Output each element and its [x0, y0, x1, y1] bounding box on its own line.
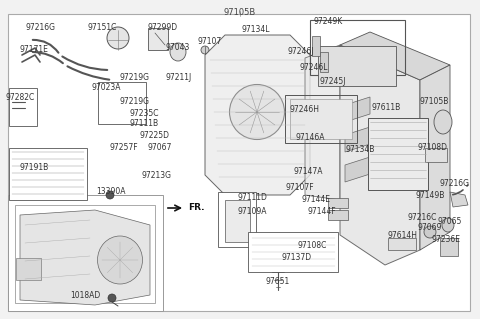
Text: 97216G: 97216G: [26, 23, 56, 32]
Ellipse shape: [201, 46, 209, 54]
Bar: [328, 198, 348, 208]
Ellipse shape: [97, 236, 143, 284]
Ellipse shape: [107, 27, 129, 49]
Circle shape: [106, 191, 114, 199]
Polygon shape: [420, 65, 450, 250]
Bar: [225, 200, 250, 242]
Bar: [320, 52, 328, 72]
Text: 97246L: 97246L: [300, 63, 328, 72]
Text: 97151C: 97151C: [88, 23, 118, 32]
Text: 97146A: 97146A: [295, 133, 324, 143]
Bar: [368, 118, 428, 190]
Text: 97246J: 97246J: [288, 48, 314, 56]
Text: 97111D: 97111D: [238, 194, 268, 203]
Bar: [148, 28, 168, 50]
Bar: [318, 46, 396, 86]
Text: 97651: 97651: [265, 278, 289, 286]
Bar: [9, 148, 87, 200]
Bar: [218, 192, 256, 247]
Text: 97108D: 97108D: [418, 144, 448, 152]
Text: 97257F: 97257F: [110, 144, 139, 152]
Bar: [425, 148, 447, 162]
Polygon shape: [205, 35, 310, 195]
Bar: [16, 258, 41, 280]
Text: 97137D: 97137D: [282, 254, 312, 263]
Text: 97614H: 97614H: [388, 232, 418, 241]
Text: 97107F: 97107F: [285, 183, 313, 192]
Polygon shape: [305, 45, 340, 200]
Polygon shape: [340, 45, 420, 265]
Text: 97249K: 97249K: [314, 18, 343, 26]
Text: 97219G: 97219G: [120, 73, 150, 83]
Bar: [285, 95, 357, 143]
Text: 97282C: 97282C: [6, 93, 35, 102]
Text: 1018AD: 1018AD: [70, 292, 100, 300]
Circle shape: [108, 294, 116, 302]
Text: 97216C: 97216C: [408, 213, 437, 222]
Polygon shape: [20, 210, 150, 305]
Polygon shape: [450, 192, 468, 207]
Text: 97235C: 97235C: [130, 108, 159, 117]
Polygon shape: [345, 157, 370, 182]
Text: 97611B: 97611B: [372, 103, 401, 113]
Text: 97216G: 97216G: [440, 179, 470, 188]
Text: 97149B: 97149B: [415, 190, 444, 199]
Ellipse shape: [434, 110, 452, 134]
Text: 97067: 97067: [148, 144, 172, 152]
Text: 97108C: 97108C: [298, 241, 327, 249]
Bar: [98, 82, 146, 124]
Polygon shape: [340, 32, 450, 80]
Text: 97065: 97065: [438, 218, 462, 226]
Text: 97245J: 97245J: [320, 78, 347, 86]
Text: 97111B: 97111B: [130, 120, 159, 129]
Bar: [328, 210, 348, 220]
Bar: [310, 20, 405, 75]
Text: FR.: FR.: [188, 204, 204, 212]
Text: 97171E: 97171E: [20, 46, 49, 55]
Bar: [388, 238, 416, 250]
Ellipse shape: [442, 218, 454, 232]
Bar: [8, 195, 163, 311]
Text: 97134B: 97134B: [345, 145, 374, 154]
Text: 97107: 97107: [198, 38, 222, 47]
Text: 97043: 97043: [165, 43, 190, 53]
Polygon shape: [345, 127, 370, 152]
Bar: [290, 99, 352, 139]
Ellipse shape: [229, 85, 285, 139]
Text: 97105B: 97105B: [224, 8, 256, 17]
Bar: [440, 238, 458, 256]
Bar: [312, 36, 320, 56]
Bar: [15, 205, 155, 303]
Text: 97109A: 97109A: [238, 207, 267, 217]
Text: 97236E: 97236E: [432, 235, 461, 244]
Text: 97246H: 97246H: [290, 106, 320, 115]
Text: 97023A: 97023A: [92, 84, 121, 93]
Text: 97211J: 97211J: [165, 73, 191, 83]
Text: 97213G: 97213G: [142, 170, 172, 180]
Text: 97069: 97069: [418, 224, 443, 233]
Text: 97105B: 97105B: [420, 98, 449, 107]
Text: 97219G: 97219G: [120, 97, 150, 106]
Polygon shape: [345, 97, 370, 122]
Ellipse shape: [424, 226, 436, 238]
Text: 97144E: 97144E: [302, 196, 331, 204]
Text: 13390A: 13390A: [96, 188, 125, 197]
Text: 97299D: 97299D: [148, 23, 178, 32]
Text: 97144F: 97144F: [308, 207, 336, 217]
Text: 97147A: 97147A: [293, 167, 323, 176]
Ellipse shape: [170, 43, 186, 61]
Bar: [248, 232, 338, 272]
Text: 97191B: 97191B: [20, 164, 49, 173]
Text: 97225D: 97225D: [140, 130, 170, 139]
Bar: [9, 88, 37, 126]
Text: 97134L: 97134L: [242, 26, 271, 34]
